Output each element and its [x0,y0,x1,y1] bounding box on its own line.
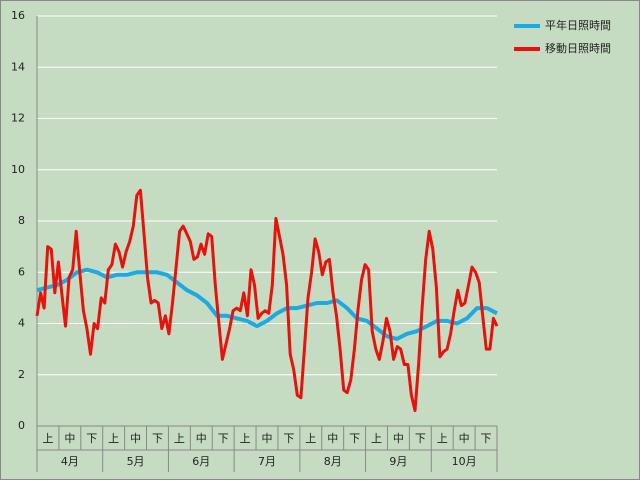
x-tick-label: 中 [327,432,338,445]
legend-label: 移動日照時間 [545,41,611,55]
x-group-label: 5月 [127,455,145,468]
x-group-label: 7月 [258,455,276,468]
legend-label: 平年日照時間 [545,18,611,32]
x-tick-label: 下 [349,432,360,445]
y-tick-label: 2 [18,368,25,381]
x-group-label: 8月 [324,455,342,468]
x-group-label: 9月 [389,455,407,468]
x-tick-label: 下 [218,432,229,445]
x-tick-label: 上 [305,432,316,445]
y-tick-label: 14 [11,60,25,73]
x-tick-label: 上 [42,432,53,445]
x-group-label: 4月 [61,455,79,468]
x-group-label: 6月 [192,455,210,468]
x-tick-label: 下 [283,432,294,445]
x-tick-label: 上 [371,432,382,445]
x-tick-label: 中 [459,432,470,445]
y-tick-label: 8 [18,214,25,227]
x-tick-label: 上 [174,432,185,445]
x-tick-label: 下 [415,432,426,445]
x-tick-label: 中 [64,432,75,445]
x-tick-label: 中 [393,432,404,445]
y-tick-label: 0 [18,419,25,432]
x-tick-label: 下 [481,432,492,445]
y-tick-label: 4 [18,317,25,330]
x-tick-label: 中 [196,432,207,445]
x-tick-label: 下 [86,432,97,445]
x-tick-label: 上 [437,432,448,445]
y-tick-label: 10 [11,163,25,176]
x-tick-label: 下 [152,432,163,445]
x-tick-label: 中 [130,432,141,445]
x-tick-label: 中 [262,432,273,445]
y-tick-label: 6 [18,265,25,278]
y-tick-label: 12 [11,112,25,125]
x-group-label: 10月 [452,455,477,468]
y-tick-label: 16 [11,9,25,22]
x-tick-label: 上 [240,432,251,445]
x-tick-label: 上 [108,432,119,445]
data-line [35,188,499,413]
